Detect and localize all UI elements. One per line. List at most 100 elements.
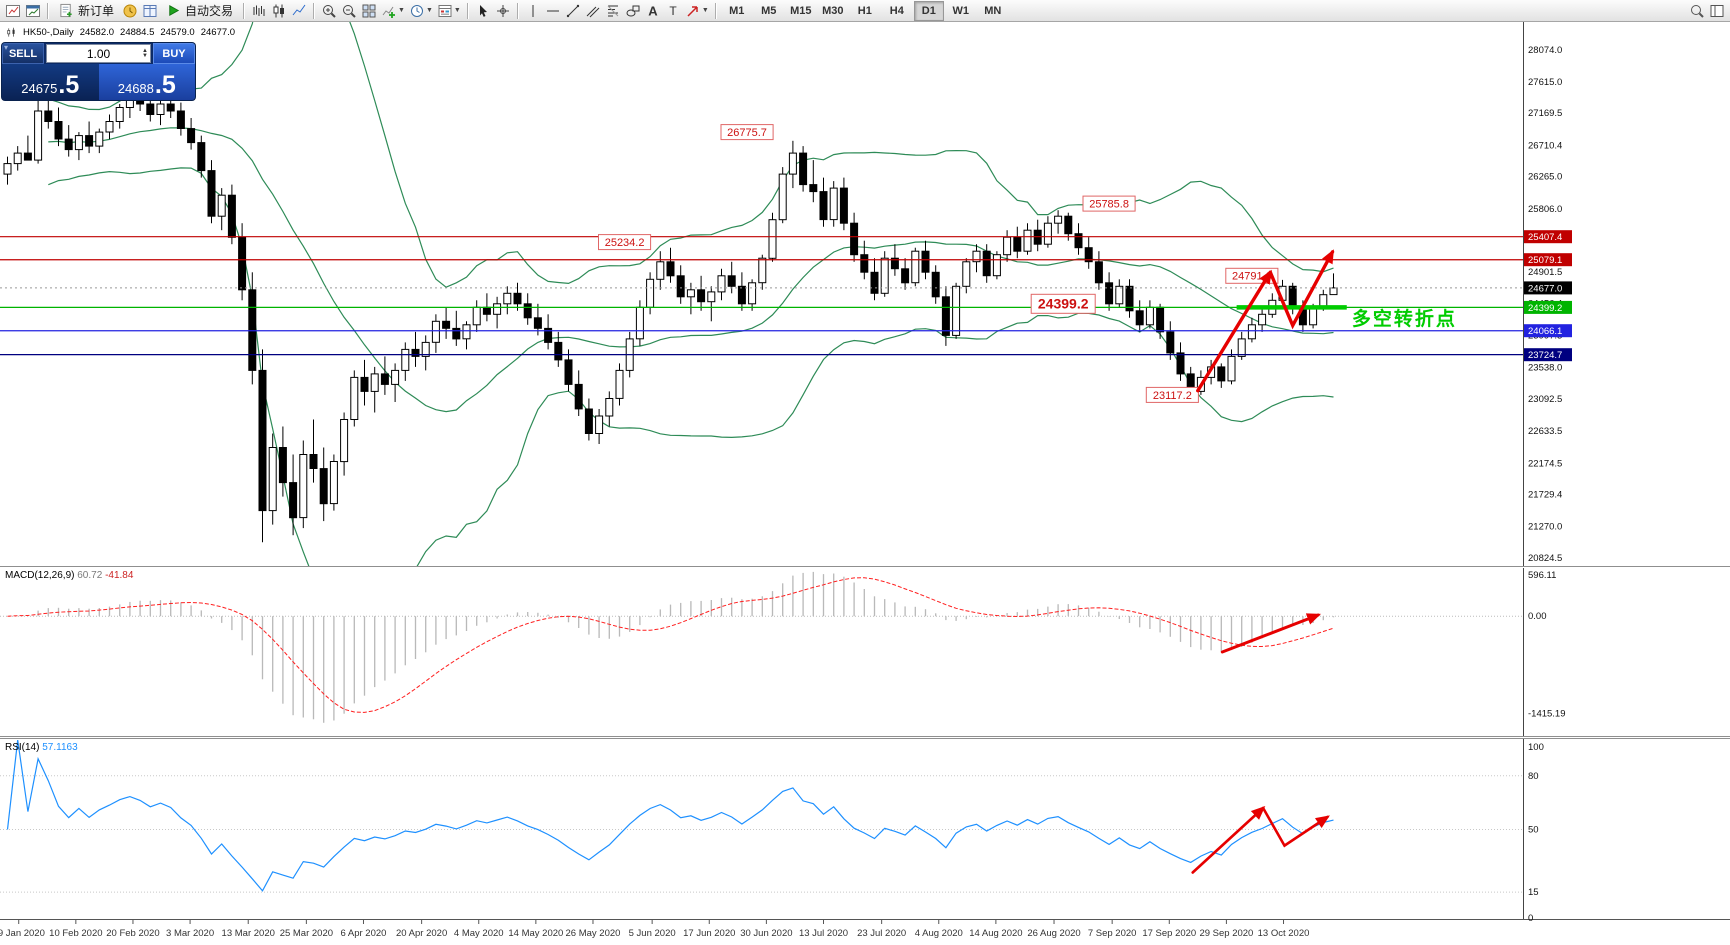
indicators-icon[interactable]: ▼ [379,1,407,21]
crosshair-icon[interactable] [493,1,513,21]
timeframe-m30[interactable]: M30 [822,4,844,17]
search-icon[interactable] [1687,1,1707,21]
toolbar-separator [714,2,717,19]
price-axis[interactable]: 28074.0 27615.0 27169.5 26710.4 26265.0 25806… [1524,45,1572,564]
svg-text:20824.5: 20824.5 [1528,553,1562,564]
market-watch-icon[interactable] [120,1,140,21]
annotation-box[interactable] [720,124,774,141]
axis-price-tag [1524,253,1572,267]
svg-text:27169.5: 27169.5 [1528,108,1562,119]
new-chart-icon[interactable] [3,1,23,21]
svg-text:21729.4: 21729.4 [1528,490,1562,501]
svg-text:14 Aug 2020: 14 Aug 2020 [969,928,1022,939]
templates-icon[interactable]: ▼ [435,1,463,21]
toolbar: 新订单 自动交易 ▼ ▼ ▼ A T ▼ M1 M5 M15 M30 H1 H4 D1 W1 MN [0,0,1730,22]
layout-icon[interactable] [1707,1,1727,21]
ohlc-high: 24884.5 [120,27,155,38]
svg-text:23 Jul 2020: 23 Jul 2020 [857,928,906,939]
one-click-trading-widget: ▾ SELL 1.00 ▲ ▼ BUY 24675.5 24688.5 [2,43,195,100]
turning-point-label: 多空转折点 [1352,307,1457,330]
svg-text:17 Jun 2020: 17 Jun 2020 [683,928,735,939]
arrows-icon[interactable]: ▼ [683,1,711,21]
rsi-trend-arrow[interactable] [1191,805,1266,874]
svg-text:25785.8: 25785.8 [1089,198,1129,210]
toolbar-right-group [1687,1,1727,21]
svg-text:23092.5: 23092.5 [1528,394,1562,405]
svg-text:15: 15 [1528,887,1539,898]
svg-text:25234.2: 25234.2 [605,237,645,249]
rsi-label: RSI(14) 57.1163 [5,742,78,753]
trend-arrow[interactable] [1196,269,1272,393]
candlestick-chart-icon[interactable] [269,1,289,21]
svg-text:30 Jun 2020: 30 Jun 2020 [740,928,792,939]
volume-value: 1.00 [86,46,111,61]
svg-text:6 Apr 2020: 6 Apr 2020 [340,928,386,939]
chart-icon [7,27,15,37]
zoom-out-icon[interactable] [339,1,359,21]
macd-name: MACD(12,26,9) [5,570,75,581]
symbol-title: HK50-,Daily [23,27,74,38]
buy-price-button[interactable]: 24688.5 [98,64,195,100]
timeframe-m1[interactable]: M1 [729,4,745,17]
annotation-box[interactable] [1082,195,1136,212]
line-chart-icon[interactable] [289,1,309,21]
annotation-box[interactable] [1030,293,1096,314]
timeframe-h4[interactable]: H4 [889,4,904,17]
volume-input[interactable]: 1.00 ▲ ▼ [46,44,151,63]
timeframe-m5[interactable]: M5 [761,4,777,17]
rsi-name: RSI(14) [5,742,40,753]
macd-trend-arrow[interactable] [1220,613,1321,654]
tile-windows-icon[interactable] [359,1,379,21]
channel-icon[interactable] [583,1,603,21]
timeframe-d1[interactable]: D1 [913,0,944,21]
timeframe-mn[interactable]: MN [984,4,1002,17]
fibonacci-icon[interactable] [603,1,623,21]
collapse-one-click-icon[interactable]: ▾ [4,43,9,52]
svg-text:596.11: 596.11 [1528,570,1556,581]
trend-arrow[interactable] [1268,249,1335,330]
svg-text:-1415.19: -1415.19 [1528,709,1566,720]
zoom-in-icon[interactable] [319,1,339,21]
toolbar-separator [47,2,49,19]
svg-text:21270.0: 21270.0 [1528,522,1562,533]
annotation-box[interactable] [598,234,652,251]
svg-text:23724.7: 23724.7 [1528,350,1562,361]
buy-button[interactable]: BUY [153,43,195,64]
data-window-icon[interactable] [140,1,160,21]
periods-icon[interactable]: ▼ [407,1,435,21]
autotrade-button[interactable]: 自动交易 [160,1,239,21]
bar-chart-icon[interactable] [249,1,269,21]
svg-text:5 Jun 2020: 5 Jun 2020 [629,928,676,939]
ohlc-close: 24677.0 [200,27,236,38]
svg-text:7 Sep 2020: 7 Sep 2020 [1088,928,1137,939]
timeframe-m15[interactable]: M15 [790,4,812,17]
candles [3,86,1338,543]
svg-text:27615.0: 27615.0 [1528,77,1562,88]
svg-text:24399.2: 24399.2 [1528,303,1562,314]
spinner-up-icon[interactable]: ▲ [142,47,148,54]
volume-spinner[interactable]: ▲ ▼ [142,45,148,62]
spinner-down-icon[interactable]: ▼ [142,52,148,59]
shapes-icon[interactable] [623,1,643,21]
trend-arrows [1196,249,1335,393]
vertical-line-icon[interactable] [523,1,543,21]
new-order-button[interactable]: 新订单 [53,1,120,21]
timeframe-h1[interactable]: H1 [857,4,872,17]
svg-text:50: 50 [1528,825,1539,836]
svg-text:22174.5: 22174.5 [1528,458,1562,469]
rsi-trend-arrow[interactable] [1261,806,1330,848]
horizontal-line-icon[interactable] [543,1,563,21]
label-icon[interactable]: T [663,1,683,21]
text-icon[interactable]: A [643,1,663,21]
sell-button[interactable]: SELL [2,43,44,64]
trendline-icon[interactable] [563,1,583,21]
sell-price-button[interactable]: 24675.5 [2,64,99,100]
timeframe-w1[interactable]: W1 [952,4,970,17]
svg-text:22633.5: 22633.5 [1528,426,1562,437]
cursor-icon[interactable] [473,1,493,21]
annotation-box[interactable] [1145,386,1199,403]
chart-profiles-icon[interactable] [23,1,43,21]
date-axis[interactable]: 29 Jan 2020 10 Feb 2020 20 Feb 2020 3 Mar 2… [0,920,1309,939]
svg-text:29 Sep 2020: 29 Sep 2020 [1199,928,1253,939]
